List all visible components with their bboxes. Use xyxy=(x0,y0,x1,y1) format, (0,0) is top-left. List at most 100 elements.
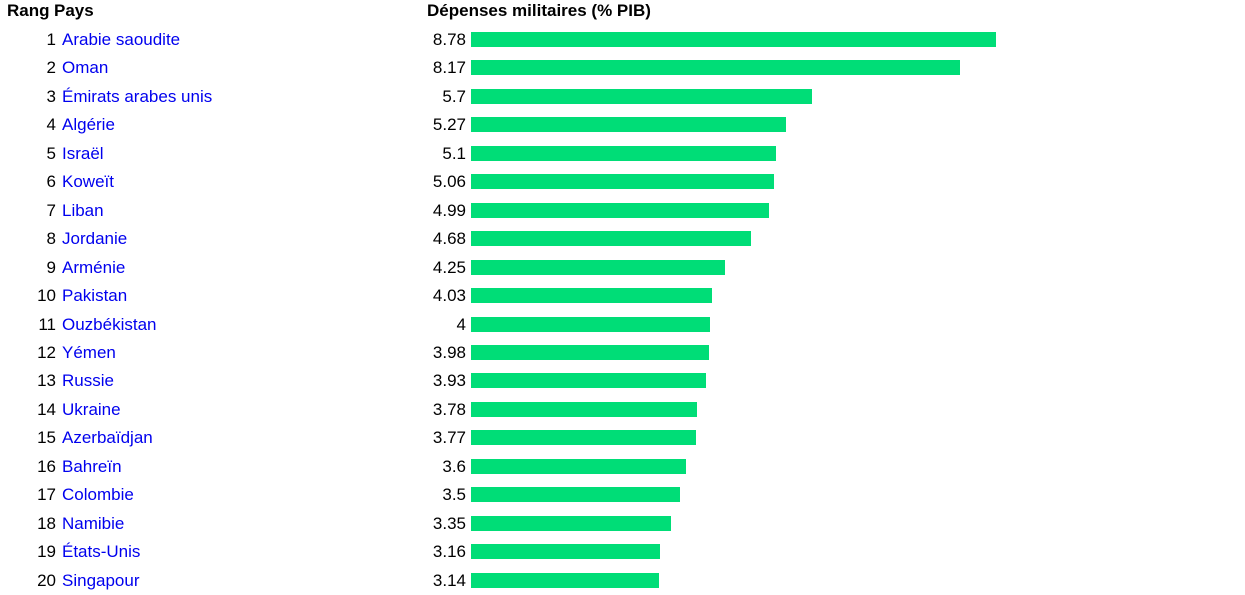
bar xyxy=(471,572,659,588)
rank-column-header: Rang xyxy=(7,1,50,20)
country-link[interactable]: Jordanie xyxy=(62,229,128,249)
country-link[interactable]: Singapour xyxy=(62,570,140,590)
table-row: 6 Koweït 5.06 xyxy=(0,168,1245,196)
value-column-header: Dépenses militaires (% PIB) xyxy=(427,1,651,20)
value-label: 3.35 xyxy=(432,513,466,533)
rank-label: 8 xyxy=(46,229,56,249)
bar xyxy=(471,174,774,190)
country-link[interactable]: États-Unis xyxy=(62,542,141,562)
table-row: 5 Israël 5.1 xyxy=(0,140,1245,168)
rank-label: 10 xyxy=(37,286,56,306)
table-row: 3 Émirats arabes unis 5.7 xyxy=(0,83,1245,111)
value-label: 4.99 xyxy=(432,200,466,220)
value-label: 3.16 xyxy=(432,542,466,562)
rank-label: 11 xyxy=(38,314,56,334)
bar xyxy=(471,117,786,133)
bar xyxy=(471,88,812,104)
table-row: 16 Bahreïn 3.6 xyxy=(0,453,1245,481)
rank-label: 17 xyxy=(37,485,56,505)
table-row: 2 Oman 8.17 xyxy=(0,54,1245,82)
value-label: 8.78 xyxy=(432,30,466,49)
value-label: 4.25 xyxy=(432,257,466,277)
country-link[interactable]: Colombie xyxy=(62,485,134,505)
rank-label: 18 xyxy=(37,513,56,533)
rank-label: 20 xyxy=(37,570,56,590)
rank-label: 6 xyxy=(46,172,56,192)
bar xyxy=(471,344,709,360)
country-link[interactable]: Liban xyxy=(62,200,104,220)
bar xyxy=(471,316,710,332)
rank-label: 16 xyxy=(37,456,56,476)
country-link[interactable]: Arménie xyxy=(62,257,126,277)
value-label: 3.14 xyxy=(432,570,466,590)
table-row: 19 États-Unis 3.16 xyxy=(0,538,1245,566)
table-row: 11 Ouzbékistan 4 xyxy=(0,311,1245,339)
rank-label: 4 xyxy=(46,115,56,135)
value-label: 4.03 xyxy=(432,286,466,306)
bar xyxy=(471,373,706,389)
country-link[interactable]: Yémen xyxy=(62,342,116,362)
rank-label: 5 xyxy=(46,143,56,163)
table-row: 9 Arménie 4.25 xyxy=(0,254,1245,282)
rank-label: 19 xyxy=(37,542,56,562)
value-label: 3.6 xyxy=(442,456,466,476)
country-link[interactable]: Oman xyxy=(62,58,109,78)
table-row: 12 Yémen 3.98 xyxy=(0,339,1245,367)
country-link[interactable]: Émirats arabes unis xyxy=(62,86,213,106)
rank-label: 14 xyxy=(37,399,56,419)
value-label: 5.06 xyxy=(432,172,466,192)
country-link[interactable]: Algérie xyxy=(62,115,115,135)
bar xyxy=(471,288,712,304)
table-row: 17 Colombie 3.5 xyxy=(0,481,1245,509)
rank-label: 2 xyxy=(46,58,56,78)
value-label: 3.77 xyxy=(432,428,466,448)
value-label: 3.78 xyxy=(432,399,466,419)
bar xyxy=(471,458,686,474)
country-link[interactable]: Pakistan xyxy=(62,286,128,306)
table-row: 7 Liban 4.99 xyxy=(0,197,1245,225)
bar xyxy=(471,145,776,161)
table-row: 20 Singapour 3.14 xyxy=(0,567,1245,595)
country-link[interactable]: Ukraine xyxy=(62,399,121,419)
table-row: 4 Algérie 5.27 xyxy=(0,111,1245,139)
value-label: 3.98 xyxy=(432,342,466,362)
country-link[interactable]: Ouzbékistan xyxy=(62,314,157,334)
bar xyxy=(471,401,697,417)
value-label: 3.93 xyxy=(432,371,466,391)
rank-label: 12 xyxy=(37,342,56,362)
table-row: 8 Jordanie 4.68 xyxy=(0,225,1245,253)
bar xyxy=(471,259,725,275)
bar xyxy=(471,515,671,531)
table-row: 13 Russie 3.93 xyxy=(0,367,1245,395)
table-row: 10 Pakistan 4.03 xyxy=(0,282,1245,310)
table-row: 14 Ukraine 3.78 xyxy=(0,396,1245,424)
country-link[interactable]: Bahreïn xyxy=(62,456,122,476)
value-label: 4 xyxy=(456,314,466,334)
rank-label: 15 xyxy=(37,428,56,448)
rank-label: 9 xyxy=(46,257,56,277)
table-row: 1 Arabie saoudite 8.78 xyxy=(0,26,1245,54)
rank-label: 7 xyxy=(46,200,56,220)
value-label: 5.1 xyxy=(442,143,466,163)
country-link[interactable]: Azerbaïdjan xyxy=(62,428,153,448)
bar xyxy=(471,487,680,503)
country-link[interactable]: Namibie xyxy=(62,513,125,533)
value-label: 5.27 xyxy=(432,115,466,135)
bar xyxy=(471,32,996,47)
country-link[interactable]: Israël xyxy=(62,143,104,163)
rank-label: 3 xyxy=(46,86,56,106)
country-link[interactable]: Arabie saoudite xyxy=(62,30,181,49)
value-label: 5.7 xyxy=(442,86,466,106)
country-link[interactable]: Russie xyxy=(62,371,114,391)
bar xyxy=(471,60,960,76)
bar xyxy=(471,430,696,446)
table-row: 18 Namibie 3.35 xyxy=(0,510,1245,538)
bar xyxy=(471,544,660,560)
country-link[interactable]: Koweït xyxy=(62,172,114,192)
value-label: 4.68 xyxy=(432,229,466,249)
value-label: 8.17 xyxy=(432,58,466,78)
country-column-header: Pays xyxy=(54,1,94,20)
bar xyxy=(471,202,769,218)
rank-label: 13 xyxy=(37,371,56,391)
